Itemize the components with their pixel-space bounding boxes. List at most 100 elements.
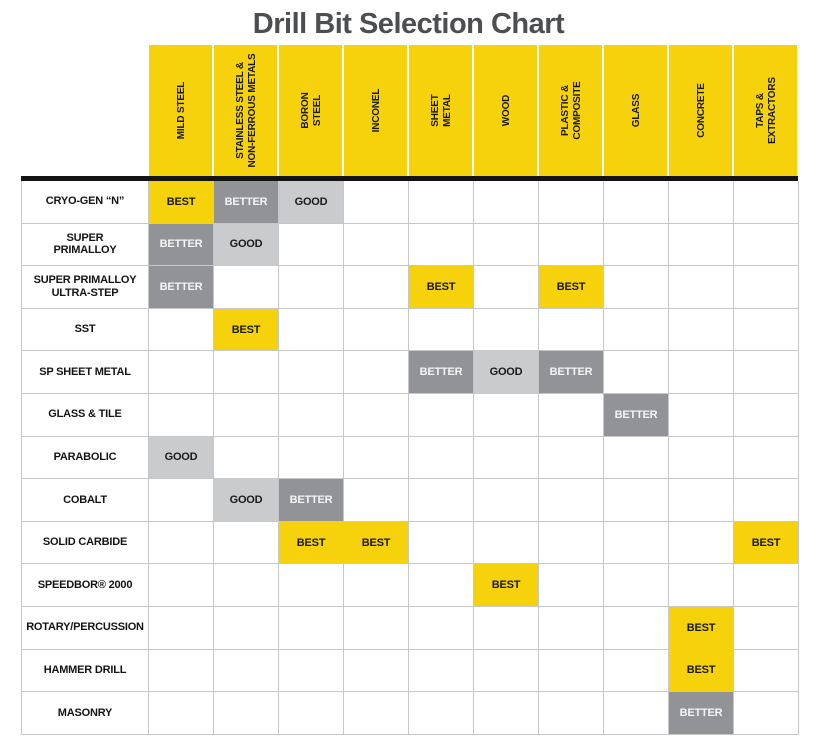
empty-cell <box>539 223 604 267</box>
empty-cell <box>149 521 214 565</box>
rating-cell: BETTER <box>409 351 474 394</box>
empty-cell <box>149 606 214 650</box>
empty-cell <box>539 564 604 607</box>
empty-cell <box>344 181 409 224</box>
rating-cell: BEST <box>539 266 604 309</box>
empty-cell <box>214 393 279 437</box>
empty-cell <box>409 564 474 607</box>
empty-cell <box>539 479 604 522</box>
empty-cell <box>149 351 214 394</box>
column-header: CONCRETE <box>668 45 733 176</box>
column-header-label: MILD STEEL <box>175 81 187 140</box>
empty-cell <box>214 564 279 607</box>
page-title: Drill Bit Selection Chart <box>252 8 565 40</box>
row-label: SUPER PRIMALLOY <box>22 223 149 267</box>
empty-cell <box>344 223 409 267</box>
empty-cell <box>734 564 799 607</box>
column-header: BORON STEEL <box>278 45 343 176</box>
empty-cell <box>279 351 344 394</box>
empty-cell <box>149 692 214 735</box>
empty-cell <box>409 436 474 480</box>
empty-cell <box>279 308 344 352</box>
empty-cell <box>344 606 409 650</box>
rating-cell: BEST <box>149 181 214 224</box>
empty-cell <box>149 308 214 352</box>
header-separator-bar <box>21 176 798 181</box>
row-label: SPEEDBOR® 2000 <box>22 564 149 607</box>
row-label: CRYO-GEN “N” <box>22 181 149 224</box>
empty-cell <box>734 181 799 224</box>
empty-cell <box>734 223 799 267</box>
empty-cell <box>279 436 344 480</box>
empty-cell <box>734 308 799 352</box>
column-header: INCONEL <box>343 45 408 176</box>
rating-cell: BEST <box>474 564 539 607</box>
empty-cell <box>734 436 799 480</box>
empty-cell <box>604 564 669 607</box>
empty-cell <box>409 308 474 352</box>
empty-cell <box>669 393 734 437</box>
rating-cell: BEST <box>669 649 734 693</box>
column-header-label: BORON STEEL <box>299 92 323 129</box>
empty-cell <box>474 479 539 522</box>
rating-cell: BEST <box>344 521 409 565</box>
empty-cell <box>214 649 279 693</box>
empty-cell <box>539 606 604 650</box>
empty-cell <box>604 266 669 309</box>
empty-cell <box>669 223 734 267</box>
row-label: MASONRY <box>22 692 149 735</box>
empty-cell <box>214 266 279 309</box>
empty-cell <box>344 649 409 693</box>
column-header-label: WOOD <box>500 94 512 127</box>
column-header: TAPS & EXTRACTORS <box>733 45 798 176</box>
column-header-label: GLASS <box>630 93 642 128</box>
column-header-label: CONCRETE <box>695 83 707 138</box>
empty-cell <box>604 308 669 352</box>
rating-cell: BETTER <box>149 266 214 309</box>
empty-cell <box>214 521 279 565</box>
empty-cell <box>474 266 539 309</box>
empty-cell <box>344 692 409 735</box>
empty-cell <box>734 649 799 693</box>
empty-cell <box>474 223 539 267</box>
rating-cell: BETTER <box>604 393 669 437</box>
row-label: HAMMER DRILL <box>22 649 149 693</box>
rating-cell: BEST <box>669 606 734 650</box>
row-label: SP SHEET METAL <box>22 351 149 394</box>
row-label: SST <box>22 308 149 352</box>
empty-cell <box>279 223 344 267</box>
empty-cell <box>409 606 474 650</box>
rating-cell: BETTER <box>214 181 279 224</box>
empty-cell <box>474 181 539 224</box>
rating-cell: BEST <box>279 521 344 565</box>
empty-cell <box>409 223 474 267</box>
empty-cell <box>669 479 734 522</box>
column-header: GLASS <box>603 45 668 176</box>
empty-cell <box>474 308 539 352</box>
empty-cell <box>409 393 474 437</box>
empty-cell <box>539 649 604 693</box>
rating-cell: GOOD <box>149 436 214 480</box>
rating-cell: GOOD <box>474 351 539 394</box>
row-label: GLASS & TILE <box>22 393 149 437</box>
selection-grid: CRYO-GEN “N” BEST BETTER GOOD SUPER PRIMALLO… <box>21 181 799 735</box>
empty-cell <box>279 649 344 693</box>
empty-cell <box>734 692 799 735</box>
rating-cell: GOOD <box>214 223 279 267</box>
rating-cell: BEST <box>734 521 799 565</box>
empty-cell <box>604 649 669 693</box>
column-header-label: TAPS & EXTRACTORS <box>754 77 778 144</box>
empty-cell <box>409 479 474 522</box>
empty-cell <box>409 521 474 565</box>
empty-cell <box>604 181 669 224</box>
empty-cell <box>604 479 669 522</box>
rating-cell: BETTER <box>279 479 344 522</box>
empty-cell <box>669 181 734 224</box>
empty-cell <box>539 692 604 735</box>
empty-cell <box>214 436 279 480</box>
rating-cell: GOOD <box>279 181 344 224</box>
empty-cell <box>474 393 539 437</box>
column-header-label: PLASTIC & COMPOSITE <box>559 81 583 140</box>
empty-cell <box>734 393 799 437</box>
